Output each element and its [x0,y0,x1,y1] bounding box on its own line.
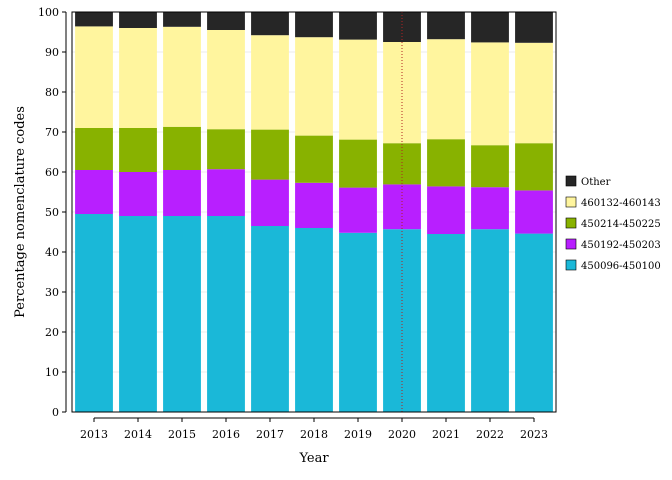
bar-segment [471,12,509,43]
x-tick-label: 2016 [212,428,240,441]
bar-segment [295,37,333,136]
bar-segment [75,170,113,214]
bar-segment [515,190,553,234]
bar-segment [339,39,377,140]
y-tick-label: 60 [45,166,59,179]
legend-swatch [565,175,577,187]
x-axis-title: Year [298,451,329,466]
y-tick-label: 90 [45,46,59,59]
legend-label: 450192-450203 [581,240,661,251]
bar-segment [339,12,377,40]
bar-segment [515,12,553,43]
legend-swatch [565,238,577,250]
legend-swatch [565,217,577,229]
bar-segment [427,39,465,140]
legend-label: 450214-450225 [581,219,661,230]
bar-segment [251,35,289,130]
bar-segment [119,128,157,172]
bar-segment [427,186,465,234]
bar-segment [119,172,157,216]
bar-segment [427,139,465,187]
bar-segment [75,12,113,27]
y-tick-label: 50 [45,206,59,219]
bar-segment [471,187,509,230]
y-axis-title: Percentage nomenclature codes [13,106,28,318]
bar-segment [251,129,289,180]
bar-segment [119,28,157,128]
bar-segment [339,187,377,233]
bar-segment [163,170,201,216]
x-tick-label: 2014 [124,428,152,441]
x-tick-label: 2021 [432,428,460,441]
legend-swatch [565,196,577,208]
bar-segment [295,228,333,412]
bar-segment [251,12,289,36]
bar-segment [427,12,465,40]
y-tick-label: 30 [45,286,59,299]
bar-segment [207,12,245,30]
bar-segment [515,233,553,412]
bar-segment [163,126,201,170]
bar-segment [251,226,289,412]
y-tick-label: 20 [45,326,59,339]
x-tick-label: 2013 [80,428,108,441]
legend-swatch [565,259,577,271]
bar-segment [75,214,113,412]
bar-segment [119,12,157,28]
bar-segment [163,12,201,27]
bar-segment [251,179,289,226]
bar-segment [207,216,245,412]
bar-segment [339,139,377,188]
legend: Other 460132-460143 450214-450225 450192-45… [565,175,661,272]
x-tick-label: 2023 [520,428,548,441]
y-tick-label: 40 [45,246,59,259]
bar-segment [339,232,377,412]
bar-segment [295,12,333,38]
x-tick-label: 2018 [300,428,328,441]
legend-label: 450096-450100 [581,261,661,272]
plot-frame [71,11,557,413]
bar-segment [163,26,201,127]
x-tick-label: 2022 [476,428,504,441]
bar-segment [515,143,553,191]
bars [75,12,553,412]
bar-segment [207,30,245,130]
x-tick-label: 2015 [168,428,196,441]
bar-segment [383,143,421,185]
y-tick-label: 80 [45,86,59,99]
bar-segment [471,42,509,146]
bar-segment [207,129,245,170]
legend-label: 460132-460143 [581,198,661,209]
y-tick-label: 70 [45,126,59,139]
y-tick-label: 100 [38,6,59,19]
bar-segment [295,135,333,183]
x-tick-label: 2019 [344,428,372,441]
bar-segment [75,26,113,128]
bar-segment [471,229,509,412]
y-tick-label: 0 [52,406,59,419]
legend-label: Other [581,177,611,188]
bar-segment [75,128,113,170]
bar-segment [295,182,333,228]
x-tick-label: 2017 [256,428,284,441]
y-tick-label: 10 [45,366,59,379]
bar-segment [383,184,421,230]
x-tick-label: 2020 [388,428,416,441]
bar-segment [471,145,509,188]
bar-segment [207,169,245,216]
y-axis: 0 10 20 30 40 50 60 70 80 90 100 [38,6,67,419]
bar-segment [163,216,201,412]
x-axis: 2013 2014 2015 2016 2017 2018 2019 2020 2021 2022… [80,417,548,441]
bar-segment [427,234,465,412]
bar-segment [119,216,157,412]
bar-segment [515,42,553,144]
